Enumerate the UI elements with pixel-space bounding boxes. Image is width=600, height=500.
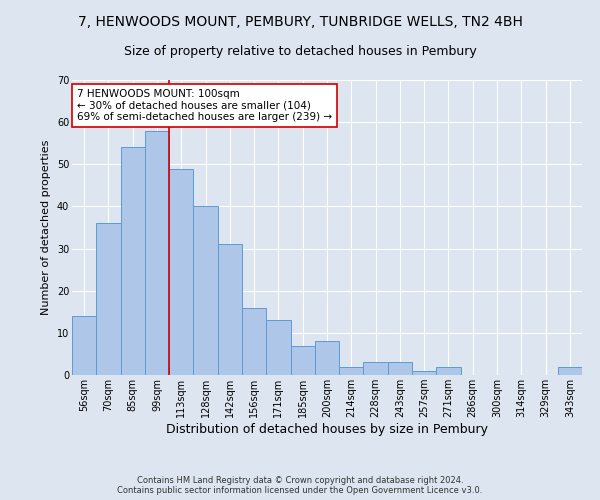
Bar <box>169 168 193 375</box>
Bar <box>364 362 388 375</box>
Bar <box>72 316 96 375</box>
Bar <box>121 148 145 375</box>
Bar <box>96 224 121 375</box>
Bar <box>266 320 290 375</box>
Bar <box>242 308 266 375</box>
Text: Size of property relative to detached houses in Pembury: Size of property relative to detached ho… <box>124 45 476 58</box>
Text: 7 HENWOODS MOUNT: 100sqm
← 30% of detached houses are smaller (104)
69% of semi-: 7 HENWOODS MOUNT: 100sqm ← 30% of detach… <box>77 89 332 122</box>
Text: 7, HENWOODS MOUNT, PEMBURY, TUNBRIDGE WELLS, TN2 4BH: 7, HENWOODS MOUNT, PEMBURY, TUNBRIDGE WE… <box>77 15 523 29</box>
Text: Contains HM Land Registry data © Crown copyright and database right 2024.
Contai: Contains HM Land Registry data © Crown c… <box>118 476 482 495</box>
Bar <box>218 244 242 375</box>
Bar <box>388 362 412 375</box>
Y-axis label: Number of detached properties: Number of detached properties <box>41 140 51 315</box>
X-axis label: Distribution of detached houses by size in Pembury: Distribution of detached houses by size … <box>166 423 488 436</box>
Bar <box>145 130 169 375</box>
Bar <box>193 206 218 375</box>
Bar <box>412 371 436 375</box>
Bar <box>315 342 339 375</box>
Bar <box>339 366 364 375</box>
Bar <box>558 366 582 375</box>
Bar <box>290 346 315 375</box>
Bar <box>436 366 461 375</box>
